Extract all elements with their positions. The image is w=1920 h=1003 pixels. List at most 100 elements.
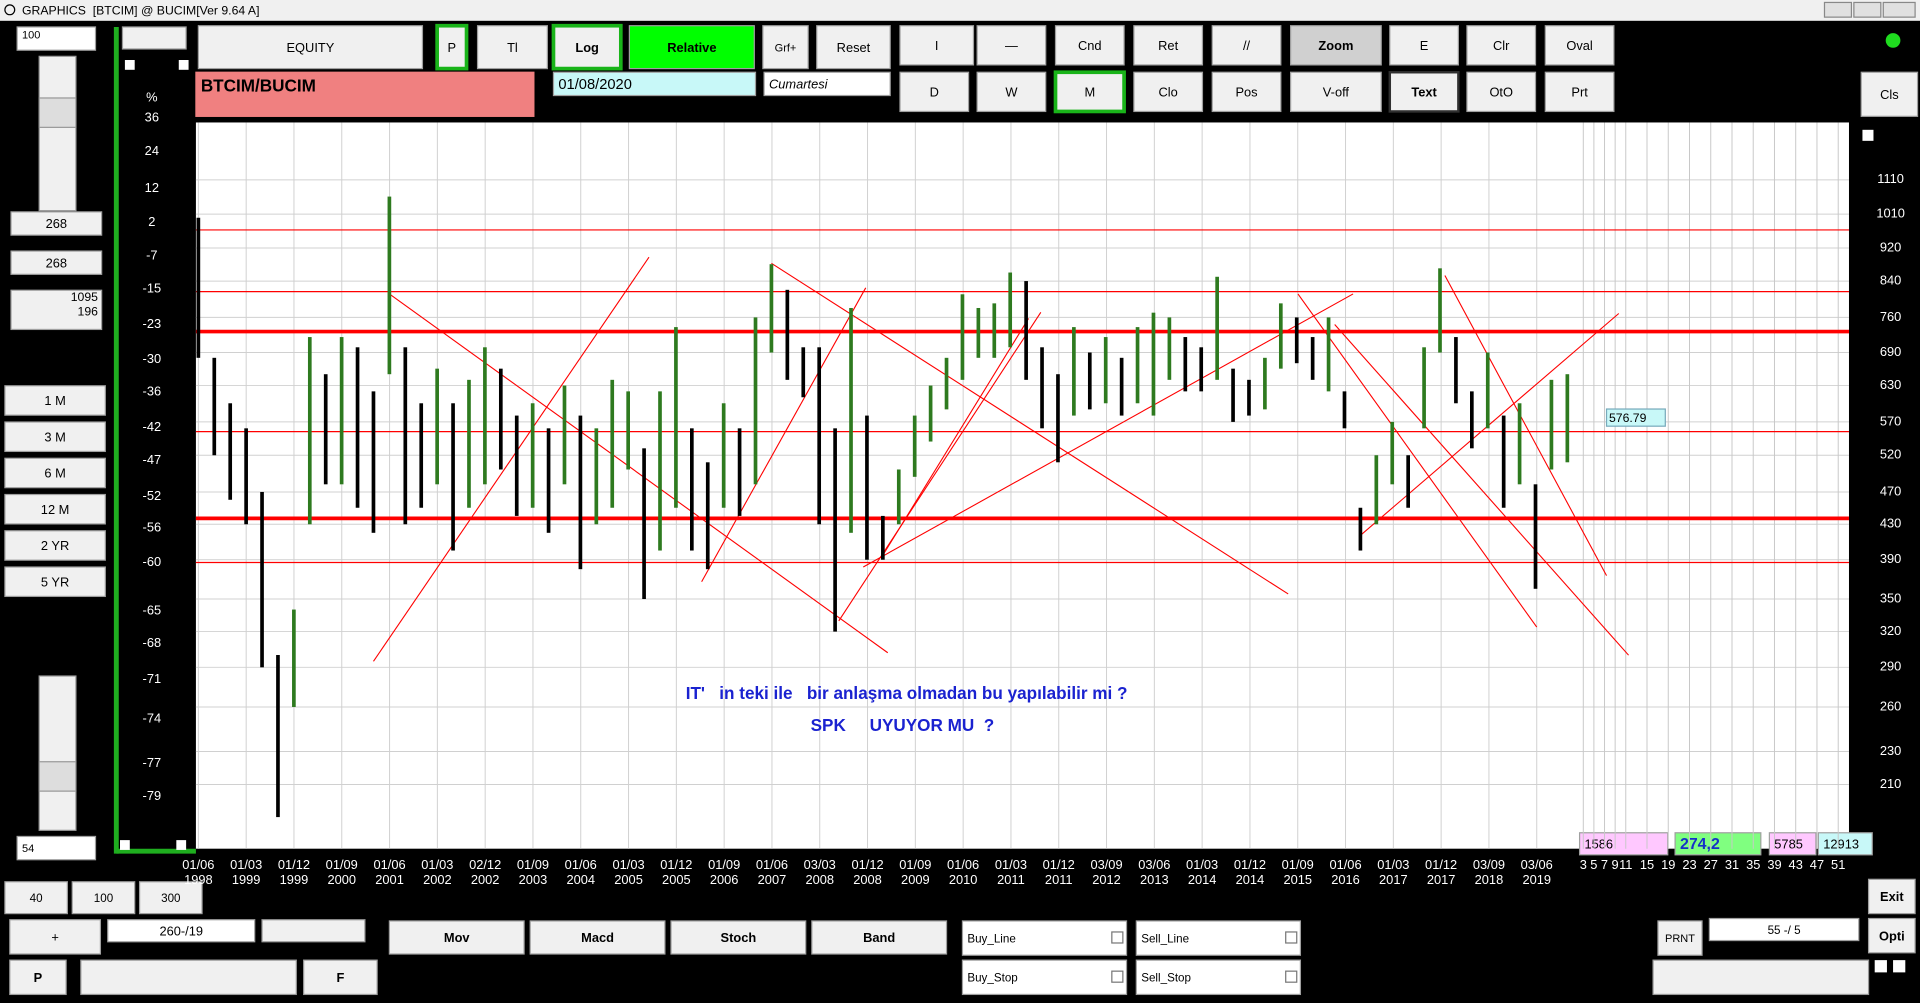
order-option[interactable]: Sell_Stop — [1135, 959, 1302, 996]
y2-tick-label: -36 — [143, 383, 162, 398]
scrollbar[interactable] — [38, 55, 77, 212]
toolbar-button[interactable]: Ret — [1133, 25, 1204, 66]
x-tick-label: 2011 — [1045, 872, 1073, 887]
y2-tick-label: -7 — [146, 248, 157, 263]
input-field[interactable]: 100 — [16, 26, 97, 51]
zoom-button[interactable]: 40 — [4, 881, 68, 915]
toolbar-button[interactable]: Clo — [1133, 71, 1204, 113]
checkbox[interactable] — [1893, 960, 1906, 973]
indicator-button-bg — [388, 920, 525, 955]
slider[interactable] — [1652, 959, 1870, 996]
toolbar-button[interactable]: EQUITY — [197, 25, 424, 70]
toolbar-button[interactable]: I — [899, 25, 975, 66]
x-tick-label: 2009 — [901, 872, 930, 887]
toolbar-button[interactable]: D — [899, 71, 970, 113]
price-bar — [1406, 455, 1410, 508]
toolbar-button[interactable]: // — [1211, 25, 1282, 66]
trend-line — [389, 293, 889, 654]
toolbar-button[interactable]: Reset — [816, 25, 891, 70]
order-option[interactable]: Sell_Line — [1135, 920, 1302, 956]
period-button[interactable]: 12 M — [4, 493, 106, 525]
indicator-button[interactable]: Stoch — [670, 920, 807, 955]
order-option[interactable]: Buy_Stop — [961, 959, 1128, 996]
checkbox[interactable] — [120, 840, 130, 850]
toolbar-button[interactable]: Log — [551, 23, 623, 71]
toolbar-button[interactable]: — — [976, 25, 1047, 66]
toolbar-button[interactable]: Zoom — [1290, 25, 1382, 66]
position-field[interactable]: 260-/19 — [107, 919, 256, 943]
opti-button-bg — [1867, 917, 1916, 954]
checkbox[interactable] — [1874, 960, 1887, 973]
x-tick-label: 03/06 — [1138, 857, 1170, 872]
count-field[interactable]: 55 -/ 5 — [1708, 917, 1860, 942]
toolbar-button[interactable]: Tl — [476, 25, 548, 70]
y2-tick-label: -65 — [143, 603, 162, 618]
toolbar-button[interactable]: Cnd — [1054, 25, 1125, 66]
checkbox[interactable] — [1862, 129, 1874, 141]
price-bar — [1454, 337, 1458, 404]
zoom-button-bg — [71, 881, 136, 915]
toolbar-button[interactable]: Clr — [1466, 25, 1537, 66]
opti-button[interactable]: Opti — [1867, 917, 1916, 954]
order-option[interactable]: Buy_Line — [961, 920, 1128, 956]
y-tick-label: 1010 — [1876, 206, 1905, 221]
checkbox[interactable] — [178, 60, 189, 70]
x-tick-label: 03/03 — [804, 857, 836, 872]
x-tick-label: 2012 — [1092, 872, 1121, 887]
close-window-button[interactable] — [1882, 1, 1916, 18]
zoom-button-bg — [4, 881, 68, 915]
plus-button[interactable]: + — [9, 919, 102, 955]
period-button[interactable]: 2 YR — [4, 530, 106, 561]
slider[interactable] — [261, 919, 366, 943]
checkbox[interactable] — [176, 840, 187, 850]
checkbox[interactable] — [1285, 931, 1298, 944]
toolbar-button[interactable]: W — [976, 71, 1047, 113]
toolbar-button[interactable]: Oval — [1544, 25, 1615, 66]
indicator-button[interactable]: Mov — [388, 920, 525, 955]
period-button[interactable]: 6 M — [4, 457, 106, 489]
checkbox[interactable] — [124, 60, 135, 70]
toolbar-button[interactable]: Grf+ — [762, 25, 809, 70]
toolbar-button[interactable]: E — [1389, 25, 1459, 66]
indicator-button-label: Stoch — [721, 930, 757, 945]
maximize-button[interactable] — [1853, 1, 1882, 18]
checkbox[interactable] — [1285, 970, 1298, 983]
x-tick-label: 2002 — [471, 872, 500, 887]
period-button[interactable]: 5 YR — [4, 566, 106, 598]
scrollbar[interactable] — [38, 675, 77, 831]
toolbar-button[interactable]: M — [1053, 70, 1126, 114]
input-field-bg — [16, 26, 97, 51]
price-bar — [1024, 281, 1028, 380]
p-button[interactable]: P — [9, 959, 67, 996]
exit-button[interactable]: Exit — [1867, 878, 1916, 915]
trend-line — [771, 262, 1289, 595]
period-button[interactable]: 1 M — [4, 385, 106, 416]
toolbar-button[interactable]: P — [435, 23, 469, 71]
input-field[interactable]: 54 — [16, 835, 97, 861]
input-field-label: 100 — [22, 29, 40, 41]
period-button[interactable]: 3 M — [4, 421, 106, 453]
toolbar-button[interactable]: V-off — [1290, 71, 1382, 113]
toolbar-button[interactable]: OtO — [1466, 71, 1537, 113]
indicator-button[interactable]: Band — [811, 920, 948, 955]
indicator-button-label: Mov — [444, 930, 471, 945]
x-tick-label: 1999 — [232, 872, 261, 887]
f-button[interactable]: F — [303, 959, 378, 996]
price-bar — [1040, 347, 1044, 429]
checkbox[interactable] — [1111, 931, 1124, 944]
indicator-button[interactable]: Macd — [529, 920, 666, 955]
minimize-button[interactable] — [1823, 1, 1853, 18]
spin-control[interactable] — [121, 26, 187, 50]
toolbar-button[interactable]: Relative — [628, 25, 755, 70]
zoom-button[interactable]: 100 — [71, 881, 136, 915]
toolbar-button[interactable]: Prt — [1544, 71, 1615, 113]
slider[interactable] — [80, 959, 297, 996]
toolbar-button[interactable]: Text — [1388, 71, 1460, 113]
zoom-button[interactable]: 300 — [138, 881, 203, 915]
price-bar — [1215, 276, 1219, 380]
close-button[interactable]: Cls — [1860, 71, 1919, 117]
checkbox[interactable] — [1111, 970, 1124, 983]
toolbar-button[interactable]: Pos — [1211, 71, 1282, 113]
print-button[interactable]: PRNT — [1657, 920, 1703, 956]
future-tick-label: 47 — [1810, 857, 1824, 872]
